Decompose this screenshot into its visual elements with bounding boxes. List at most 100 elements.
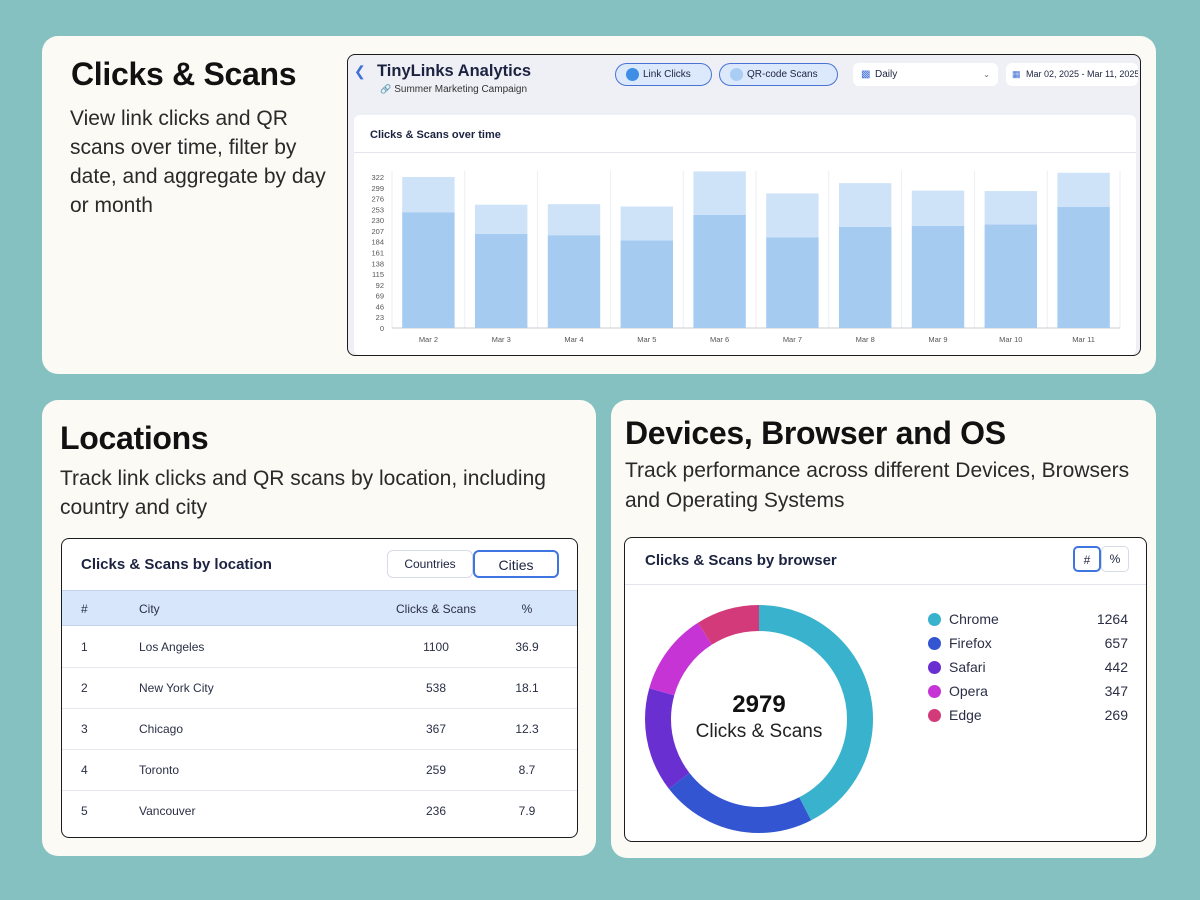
count-toggle[interactable]: # [1073, 546, 1101, 572]
legend-item-chrome[interactable]: Chrome 1264 [928, 610, 1128, 630]
legend-value: 442 [1104, 659, 1128, 675]
table-title: Clicks & Scans by location [81, 556, 272, 573]
y-tick-label: 253 [371, 205, 384, 214]
x-tick-label: Mar 7 [783, 335, 802, 344]
cities-tab[interactable]: Cities [473, 550, 559, 578]
y-tick-label: 69 [376, 292, 384, 301]
bar-link-clicks[interactable] [838, 226, 892, 328]
y-tick-label: 23 [376, 313, 384, 322]
chevron-left-icon[interactable]: ❮ [354, 63, 366, 79]
y-tick-label: 207 [371, 227, 384, 236]
legend-item-edge[interactable]: Edge 269 [928, 706, 1128, 726]
bar-link-clicks[interactable] [984, 224, 1038, 328]
donut-slice-edge[interactable] [645, 605, 873, 833]
legend-dot [928, 613, 941, 626]
legend-name: Chrome [949, 611, 999, 627]
bar-qr-scans[interactable] [547, 204, 601, 236]
row-num: 4 [81, 763, 88, 777]
bar-link-clicks[interactable] [547, 235, 601, 328]
campaign-name: 🔗 Summer Marketing Campaign [380, 84, 527, 95]
donut-slice-safari[interactable] [645, 605, 873, 833]
qr-scans-filter[interactable]: QR-code Scans [719, 63, 838, 86]
row-city: New York City [139, 681, 214, 695]
bar-link-clicks[interactable] [766, 237, 819, 328]
row-num: 2 [81, 681, 88, 695]
legend-value: 269 [1104, 707, 1128, 723]
x-tick-label: Mar 4 [564, 335, 583, 344]
legend-item-safari[interactable]: Safari 442 [928, 658, 1128, 678]
row-clicks-scans: 236 [425, 804, 447, 818]
legend-name: Edge [949, 707, 982, 723]
devices-card: Devices, Browser and OS Track performanc… [611, 400, 1156, 858]
y-tick-label: 46 [376, 302, 384, 311]
legend-dot [928, 637, 941, 650]
section-description: Track performance across different Devic… [625, 459, 1130, 512]
legend-item-firefox[interactable]: Firefox 657 [928, 634, 1128, 654]
bar-qr-scans[interactable] [766, 193, 819, 238]
column-header-pct: % [521, 602, 533, 616]
row-pct: 8.7 [518, 763, 536, 777]
y-tick-label: 184 [371, 238, 384, 247]
bar-qr-scans[interactable] [911, 190, 965, 226]
legend-item-opera[interactable]: Opera 347 [928, 682, 1128, 702]
date-range-picker[interactable]: ▦ Mar 02, 2025 - Mar 11, 2025 [1006, 63, 1138, 86]
bar-link-clicks[interactable] [911, 225, 965, 328]
section-title: Devices, Browser and OS [625, 415, 1006, 451]
table-row[interactable]: 1 Los Angeles 1100 36.9 [62, 627, 577, 668]
divider [625, 584, 1146, 585]
bar-qr-scans[interactable] [474, 204, 528, 234]
bar-link-clicks[interactable] [474, 233, 528, 328]
bar-link-clicks[interactable] [1057, 207, 1110, 328]
x-tick-label: Mar 6 [710, 335, 729, 344]
table-row[interactable]: 4 Toronto 259 8.7 [62, 750, 577, 791]
app-title: TinyLinks Analytics [377, 62, 532, 80]
bar-qr-scans[interactable] [402, 177, 455, 213]
campaign-label: Summer Marketing Campaign [394, 84, 528, 95]
donut-total-label: Clicks & Scans [695, 721, 823, 742]
bar-qr-scans[interactable] [620, 206, 674, 241]
link-icon: 🔗 [380, 84, 392, 94]
qr-scans-dot [730, 68, 743, 81]
table-row[interactable]: 2 New York City 538 18.1 [62, 668, 577, 709]
y-tick-label: 138 [371, 259, 384, 268]
donut-slice-firefox[interactable] [645, 605, 873, 833]
x-tick-label: Mar 8 [856, 335, 875, 344]
bar-link-clicks[interactable] [620, 240, 674, 328]
legend-dot [928, 709, 941, 722]
aggregation-select[interactable]: ▩ Daily ⌄ [853, 63, 998, 86]
countries-tab[interactable]: Countries [387, 550, 473, 578]
y-tick-label: 322 [371, 173, 384, 182]
link-clicks-filter[interactable]: Link Clicks [615, 63, 712, 86]
aggregation-value: Daily [875, 69, 898, 80]
bar-qr-scans[interactable] [984, 191, 1038, 225]
donut-total: 2979 [732, 691, 786, 718]
bar-chart-icon: ▩ [861, 69, 871, 80]
row-city: Chicago [139, 722, 184, 736]
panel-title: Clicks & Scans by browser [645, 552, 837, 569]
qr-scans-label: QR-code Scans [747, 69, 818, 80]
bar-link-clicks[interactable] [693, 214, 746, 328]
row-pct: 7.9 [518, 804, 536, 818]
section-title: Clicks & Scans [71, 56, 297, 92]
column-header-city: City [139, 602, 160, 616]
row-city: Los Angeles [139, 640, 205, 654]
bar-qr-scans[interactable] [693, 171, 746, 215]
bar-qr-scans[interactable] [838, 183, 892, 227]
legend-dot [928, 685, 941, 698]
bar-qr-scans[interactable] [1057, 172, 1110, 208]
section-description: Track link clicks and QR scans by locati… [60, 467, 546, 519]
column-header-clicks-scans: Clicks & Scans [395, 602, 477, 616]
legend-name: Safari [949, 659, 986, 675]
chevron-down-icon: ⌄ [983, 70, 990, 79]
table-row[interactable]: 3 Chicago 367 12.3 [62, 709, 577, 750]
row-num: 3 [81, 722, 88, 736]
percent-toggle[interactable]: % [1101, 546, 1129, 572]
x-tick-label: Mar 10 [999, 335, 1022, 344]
date-range-value: Mar 02, 2025 - Mar 11, 2025 [1026, 69, 1138, 79]
table-row[interactable]: 5 Vancouver 236 7.9 [62, 791, 577, 832]
y-tick-label: 230 [371, 216, 384, 225]
row-pct: 12.3 [515, 722, 539, 736]
bar-link-clicks[interactable] [402, 212, 455, 328]
y-tick-label: 92 [376, 281, 384, 290]
